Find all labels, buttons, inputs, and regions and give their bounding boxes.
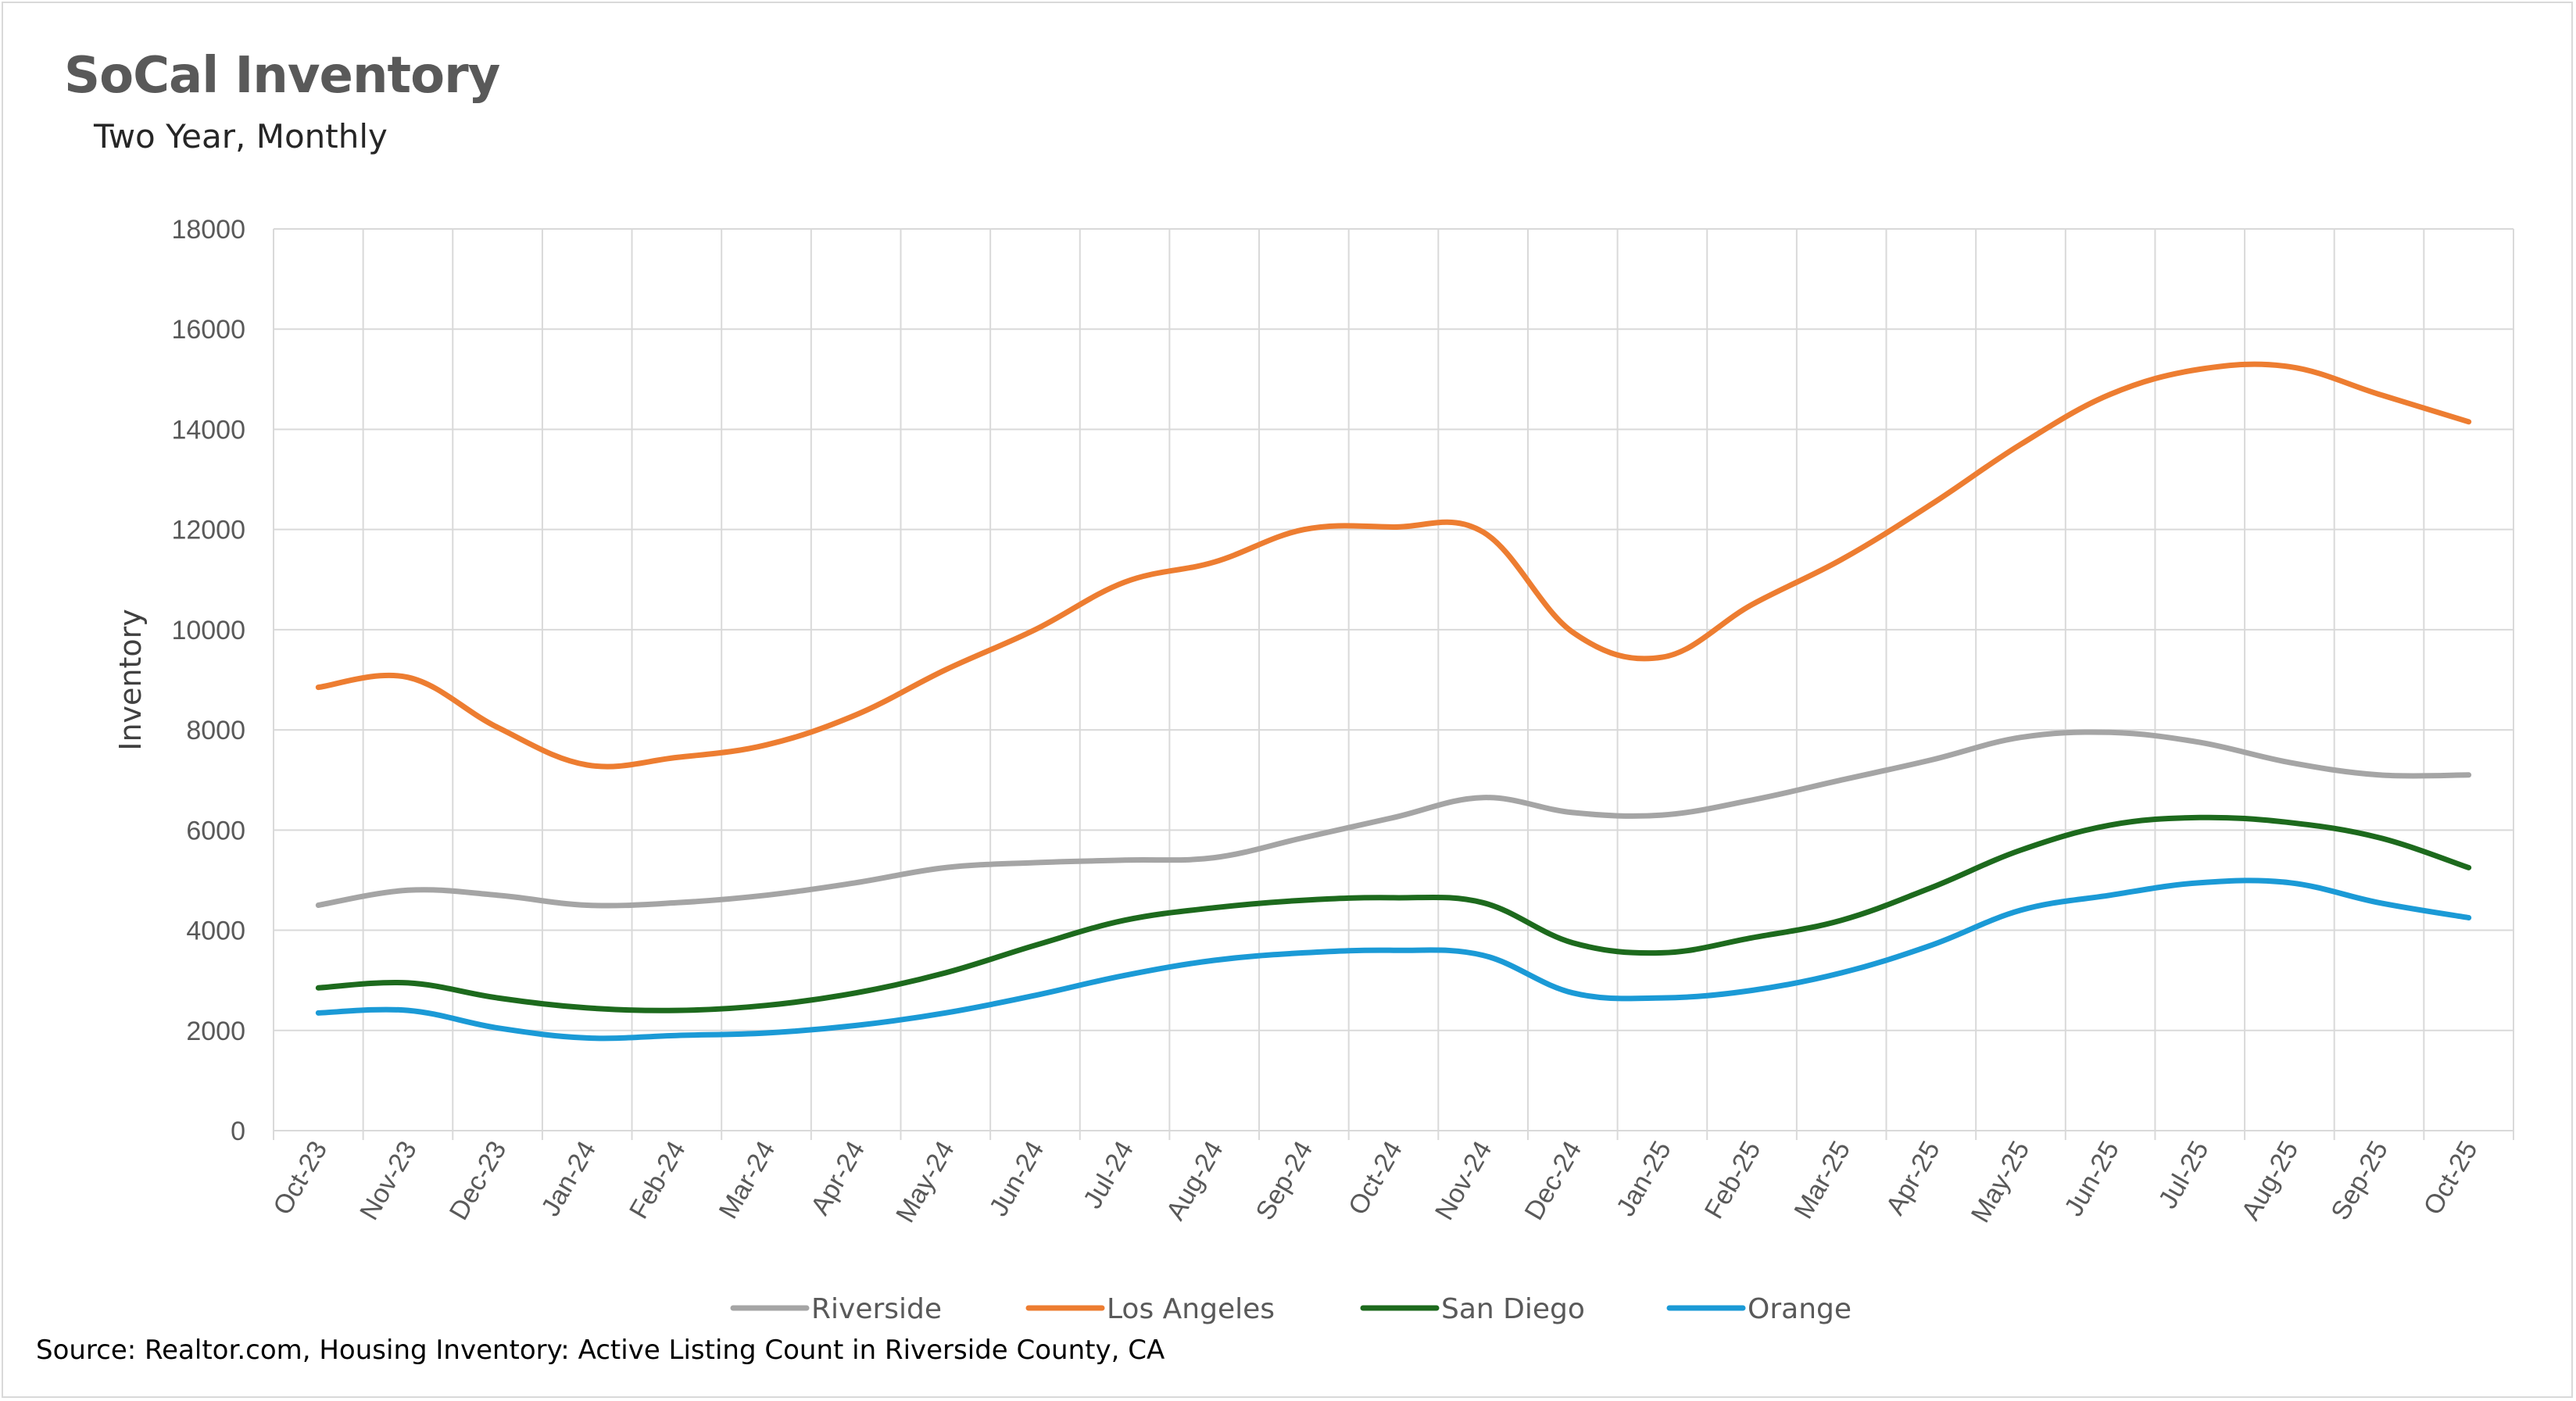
x-tick-label: Nov-23 [354, 1136, 423, 1225]
y-axis-label: Inventory [113, 609, 148, 751]
x-tick-label: Jun-25 [2059, 1136, 2125, 1221]
series-line-los-angeles [315, 361, 2472, 770]
x-tick-label: Mar-25 [1788, 1136, 1856, 1224]
x-tick-label: Feb-25 [1699, 1136, 1767, 1224]
series-lines [315, 361, 2472, 1042]
legend-label-los-angeles: Los Angeles [1107, 1293, 1275, 1325]
x-tick-label: Sep-24 [1250, 1136, 1319, 1225]
y-tick-label: 12000 [171, 516, 245, 545]
x-tick-label: Oct-23 [267, 1136, 333, 1220]
chart-subtitle: Two Year, Monthly [94, 117, 388, 155]
chart-title: SoCal Inventory [64, 47, 500, 105]
x-tick-label: Feb-24 [624, 1136, 692, 1224]
x-tick-label: Oct-24 [1343, 1136, 1408, 1220]
y-tick-label: 10000 [171, 616, 245, 645]
x-tick-label: Nov-24 [1429, 1136, 1498, 1225]
x-tick-label: Jan-25 [1611, 1136, 1677, 1221]
y-tick-label: 18000 [171, 215, 245, 245]
x-tick-label: Jul-25 [2152, 1136, 2214, 1213]
x-tick-label: Apr-25 [1880, 1136, 1946, 1220]
legend: Riverside Los Angeles San Diego Orange [730, 1293, 1852, 1325]
x-tick-label: Jun-24 [983, 1136, 1050, 1221]
y-tick-label: 14000 [171, 415, 245, 445]
x-tick-label: Aug-24 [1161, 1136, 1229, 1225]
x-tick-label: Jul-24 [1078, 1136, 1140, 1213]
x-tick-label: Dec-24 [1519, 1136, 1587, 1225]
x-tick-label: Oct-25 [2418, 1136, 2484, 1220]
x-tick-label: Jan-24 [535, 1136, 602, 1221]
legend-label-riverside: Riverside [811, 1293, 942, 1325]
y-tick-label: 6000 [186, 816, 245, 845]
x-tick-label: Apr-24 [805, 1136, 871, 1220]
x-tick-label: Mar-24 [714, 1136, 782, 1224]
y-tick-label: 0 [231, 1117, 245, 1146]
y-tick-label: 8000 [186, 716, 245, 745]
legend-label-orange: Orange [1748, 1293, 1852, 1325]
x-tick-label: May-25 [1966, 1136, 2036, 1228]
series-line-san-diego [315, 814, 2472, 1013]
y-tick-label: 16000 [171, 315, 245, 345]
x-axis-ticks: Oct-23 Nov-23 Dec-23 Jan-24 Feb-24 Mar-24 Apr-… [267, 1136, 2483, 1228]
gridlines [273, 228, 2514, 1140]
y-tick-label: 2000 [186, 1017, 245, 1046]
x-tick-label: Aug-25 [2236, 1136, 2305, 1225]
x-tick-label: May-24 [890, 1136, 961, 1228]
y-tick-label: 4000 [186, 917, 245, 946]
x-tick-label: Dec-23 [444, 1136, 513, 1225]
legend-label-san-diego: San Diego [1441, 1293, 1585, 1325]
x-tick-label: Sep-25 [2325, 1136, 2394, 1225]
source-note: Source: Realtor.com, Housing Inventory: … [36, 1335, 1165, 1366]
y-axis-ticks: 0 2000 4000 6000 8000 10000 12000 14000 16000 180… [171, 215, 245, 1146]
